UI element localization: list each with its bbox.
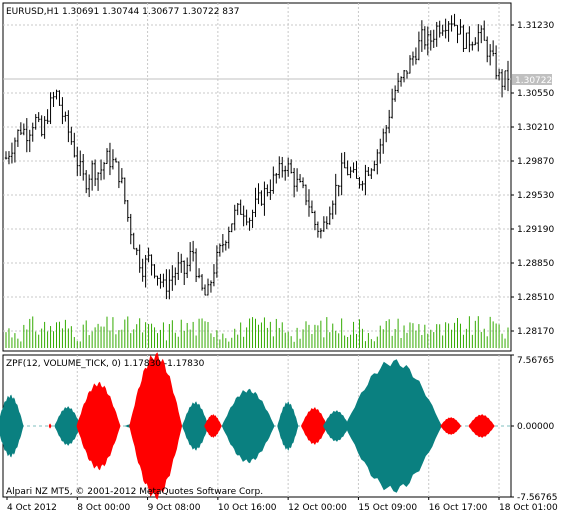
y-tick-label: 1.30550 (517, 89, 554, 99)
zpf-lobe-up (323, 410, 350, 442)
x-tick-label: 8 Oct 00:00 (77, 503, 130, 513)
zpf-lobe-down (129, 352, 183, 500)
x-tick-label: 10 Oct 16:00 (218, 503, 277, 513)
main-chart-title: EURUSD,H1 1.30691 1.30744 1.30677 1.3072… (6, 7, 239, 17)
zpf-lobe-down (440, 417, 462, 435)
zpf-lobe-down (301, 407, 328, 445)
zpf-histogram (0, 352, 495, 500)
zpf-lobe-down (76, 381, 121, 471)
y-tick-label: 1.29530 (517, 191, 554, 201)
zpf-lobe-up (345, 359, 442, 493)
axes: 1.31230 1.30550 1.30210 1.29870 1.29530 1.291… (6, 21, 558, 513)
main-plot-frame (2, 2, 512, 352)
indicator-title: ZPF(12, VOLUME_TICK, 0) 1.17830 -1.17830 (6, 359, 205, 369)
zpf-lobe-up (182, 401, 209, 451)
y-tick-label: 1.31230 (517, 21, 554, 31)
ind-tick-label: -7.56765 (517, 493, 557, 503)
zpf-lobe-up (221, 388, 275, 464)
x-tick-label: 12 Oct 00:00 (288, 503, 347, 513)
x-tick-label: 18 Oct 01:00 (499, 503, 558, 513)
copyright-text: Alpari NZ MT5, © 2001-2012 MetaQuotes So… (6, 487, 263, 497)
y-tick-label: 1.28510 (517, 293, 554, 303)
x-tick-label: 15 Oct 09:00 (358, 503, 417, 513)
x-tick-label: 9 Oct 08:00 (148, 503, 201, 513)
zpf-lobe-up (277, 401, 299, 451)
zpf-lobe-up (54, 406, 81, 446)
zpf-lobe-up (0, 394, 24, 458)
y-tick-label: 1.29190 (517, 225, 554, 235)
zpf-lobe-down (204, 414, 222, 438)
y-tick-label: 1.28850 (517, 259, 554, 269)
x-tick-label: 4 Oct 2012 (7, 503, 57, 513)
zpf-lobe-down (468, 414, 495, 438)
zpf-lobe-down (48, 423, 52, 429)
x-tick-label: 16 Oct 17:00 (429, 503, 488, 513)
ind-tick-label: 7.56765 (517, 356, 554, 366)
ind-tick-label: 0.00000 (517, 422, 554, 432)
volume-bars (5, 316, 509, 348)
bid-price-label: 1.30722 (515, 76, 552, 86)
bid-price-label-bg (512, 74, 552, 85)
y-tick-label: 1.28170 (517, 327, 554, 337)
y-tick-label: 1.29870 (517, 157, 554, 167)
y-tick-label: 1.30210 (517, 123, 554, 133)
price-bars (4, 13, 510, 300)
grid (3, 3, 511, 497)
